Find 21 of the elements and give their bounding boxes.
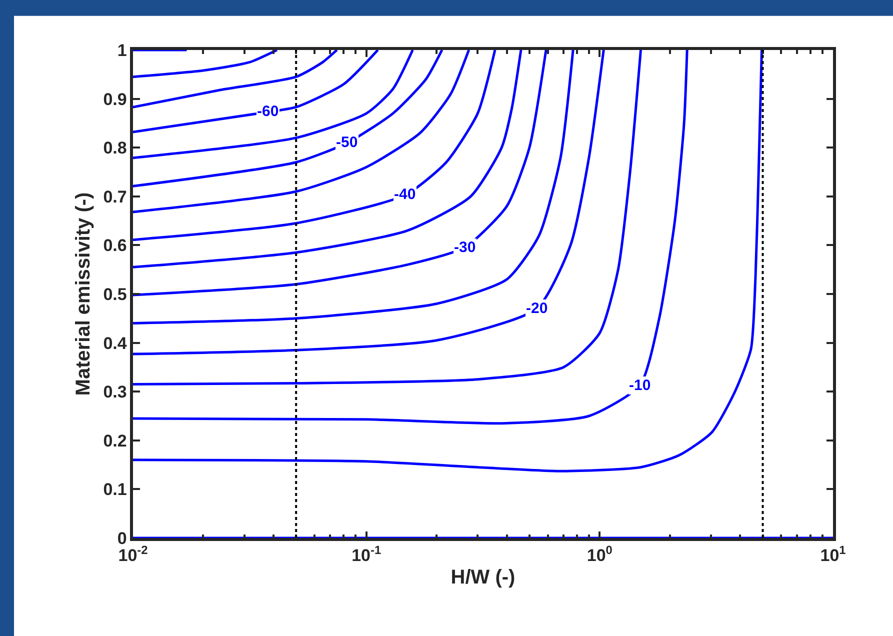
y-tick-label: 1	[117, 40, 127, 60]
annotation: -20	[526, 300, 548, 317]
x-tick-label: 10$^{0}$	[586, 543, 613, 566]
y-tick-label: 0.1	[103, 480, 127, 500]
y-tick-label: 0.7	[103, 187, 127, 206]
y-tick-label: 0.6	[103, 236, 127, 256]
y-tick-label: 0.3	[103, 382, 127, 402]
y-tick-label: 0.2	[103, 431, 127, 450]
annotation: -40	[394, 186, 416, 203]
y-tick-label: 0.5	[103, 284, 127, 304]
x-tick-label: 10$^{1}$	[820, 543, 846, 566]
y-axis-title: Material emissivity (-)	[72, 192, 95, 396]
annotation: -50	[336, 134, 358, 151]
y-tick-label: 0.9	[103, 90, 127, 109]
annotation: -10	[629, 377, 651, 394]
annotation: -30	[454, 239, 476, 256]
y-tick-label: 0.4	[103, 334, 128, 353]
x-axis-title: H/W (-)	[450, 566, 516, 589]
annotation: -60	[257, 103, 279, 120]
y-tick-label: 0.8	[103, 138, 127, 158]
x-tick-label: 10$^{-1}$	[352, 543, 382, 566]
